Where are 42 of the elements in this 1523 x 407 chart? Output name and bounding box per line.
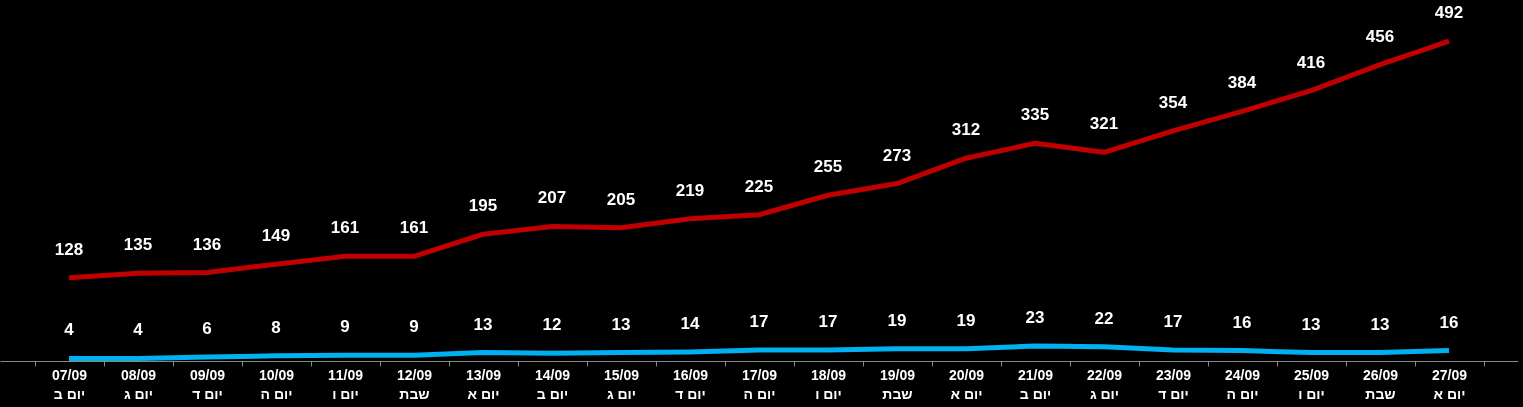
data-label: 13 [1301, 314, 1321, 334]
data-label: 17 [749, 311, 769, 331]
data-label: 384 [1227, 73, 1257, 93]
data-label: 19 [887, 310, 907, 330]
data-label: 161 [399, 218, 429, 238]
data-label: 13 [1370, 314, 1390, 334]
data-label: 219 [675, 180, 705, 200]
data-label: 16 [1232, 312, 1252, 332]
data-label: 4 [64, 320, 75, 340]
data-label: 4 [133, 320, 144, 340]
data-label: 9 [340, 317, 350, 337]
data-label: 8 [271, 317, 281, 337]
data-label: 22 [1094, 308, 1114, 328]
data-label: 492 [1434, 3, 1464, 23]
data-label: 207 [537, 188, 567, 208]
data-label: 14 [680, 313, 700, 333]
data-label: 136 [192, 234, 222, 254]
data-label: 17 [818, 311, 838, 331]
data-label: 128 [54, 239, 84, 259]
data-label: 205 [606, 189, 636, 209]
data-label: 416 [1296, 52, 1326, 72]
data-label: 13 [473, 314, 493, 334]
data-label: 312 [951, 120, 981, 140]
data-label: 456 [1365, 26, 1395, 46]
data-label: 6 [202, 319, 212, 339]
data-label: 9 [409, 317, 419, 337]
data-label: 19 [956, 310, 976, 330]
data-label: 195 [468, 196, 498, 216]
data-label: 255 [813, 157, 843, 177]
data-label: 273 [882, 145, 912, 165]
data-label: 16 [1439, 312, 1459, 332]
data-label: 321 [1089, 114, 1119, 134]
data-label: 225 [744, 176, 774, 196]
data-label: 161 [330, 218, 360, 238]
data-label: 335 [1020, 105, 1050, 125]
data-label: 135 [123, 235, 153, 255]
data-label: 12 [542, 315, 562, 335]
data-label: 17 [1163, 311, 1183, 331]
data-label: 354 [1158, 92, 1188, 112]
data-label: 13 [611, 314, 631, 334]
data-label: 149 [261, 226, 291, 246]
data-label: 23 [1025, 308, 1045, 328]
